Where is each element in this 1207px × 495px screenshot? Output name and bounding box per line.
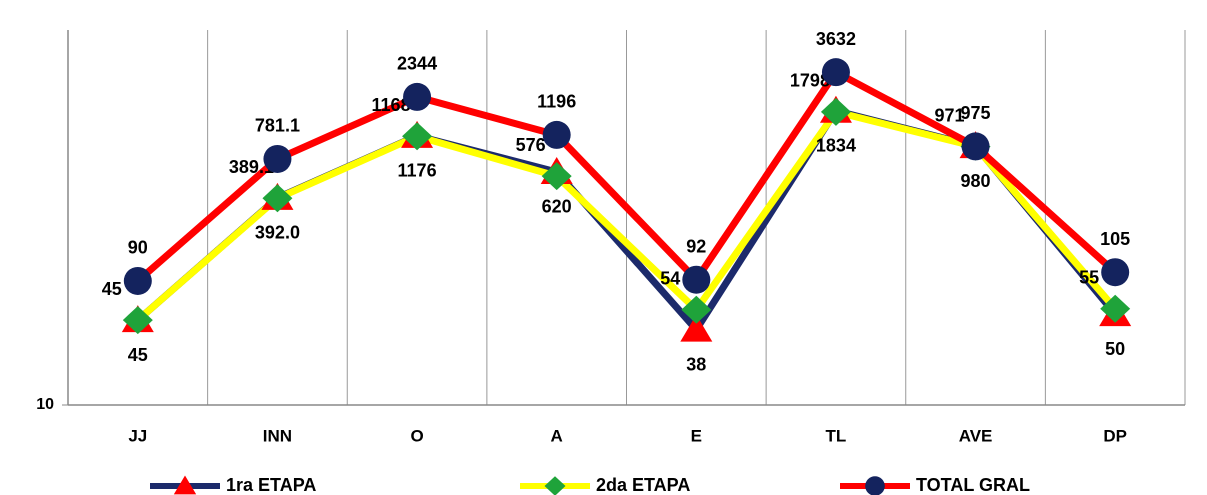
marker [402, 122, 433, 151]
x-tick-label: A [551, 426, 563, 445]
data-label: 975 [961, 103, 991, 123]
data-label: 55 [1079, 268, 1099, 288]
marker [544, 476, 566, 495]
marker [961, 132, 990, 161]
x-tick-label: INN [263, 426, 292, 445]
marker [681, 295, 712, 324]
marker [1101, 258, 1130, 287]
data-label: 389.1 [229, 157, 274, 177]
data-label: 1834 [816, 136, 856, 156]
data-label: 3632 [816, 29, 856, 49]
marker [1100, 294, 1131, 323]
data-label: 1798 [790, 71, 830, 91]
legend-label: 1ra ETAPA [226, 475, 316, 495]
marker [820, 97, 851, 126]
marker [262, 184, 293, 213]
x-tick-label: JJ [128, 426, 147, 445]
x-tick-label: DP [1103, 426, 1127, 445]
data-label: 2344 [397, 54, 437, 74]
data-label: 392.0 [255, 223, 300, 243]
x-tick-label: O [410, 426, 423, 445]
marker [680, 314, 713, 342]
marker [122, 306, 153, 335]
legend-label: 2da ETAPA [596, 475, 690, 495]
data-label: 105 [1100, 229, 1130, 249]
marker [263, 144, 292, 173]
marker [865, 476, 885, 495]
data-label: 1168 [372, 95, 411, 115]
x-tick-label: AVE [959, 426, 993, 445]
marker [542, 120, 571, 149]
series-line [135, 108, 1118, 323]
x-tick-label: E [691, 426, 702, 445]
data-label: 781.1 [255, 116, 300, 136]
marker [403, 82, 432, 111]
data-label: 620 [542, 197, 572, 217]
data-label: 1196 [537, 92, 576, 112]
data-label: 90 [128, 238, 148, 258]
data-label: 576 [516, 135, 546, 155]
legend-label: TOTAL GRAL [916, 475, 1030, 495]
marker [821, 58, 850, 87]
data-label: 54 [660, 269, 680, 289]
marker [173, 475, 197, 495]
marker [682, 265, 711, 294]
data-label: 1176 [398, 161, 437, 181]
data-label: 38 [686, 354, 706, 374]
data-label: 971 [935, 105, 965, 125]
data-label: 45 [128, 345, 148, 365]
marker [541, 162, 572, 191]
data-label: 92 [686, 236, 706, 256]
data-label: 980 [961, 171, 991, 191]
series-line [135, 68, 1118, 284]
marker [123, 266, 152, 295]
data-label: 45 [102, 279, 122, 299]
y-tick-label: 10 [36, 396, 54, 413]
data-label: 50 [1105, 339, 1125, 359]
x-tick-label: TL [826, 426, 847, 445]
